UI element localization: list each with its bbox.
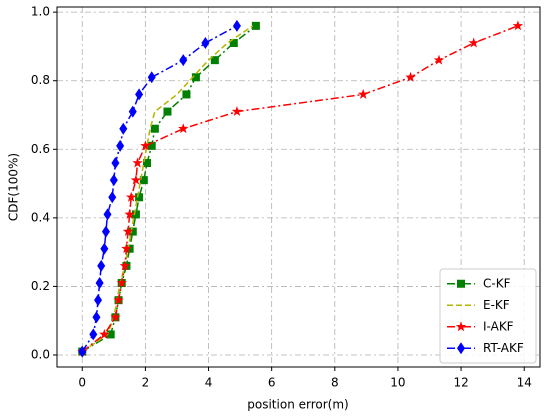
- marker: [357, 88, 369, 99]
- marker: [89, 328, 98, 341]
- marker: [178, 123, 189, 134]
- marker: [131, 210, 140, 219]
- marker: [100, 242, 109, 255]
- marker: [111, 157, 120, 169]
- x-tick-label: 10: [390, 376, 405, 390]
- y-tick-label: 0.6: [31, 142, 50, 156]
- marker: [109, 174, 118, 187]
- legend-box: [439, 268, 537, 364]
- marker: [163, 107, 172, 116]
- series-line: [81, 25, 238, 352]
- marker: [128, 105, 137, 118]
- marker: [124, 208, 135, 219]
- y-tick-label: 0.0: [31, 348, 50, 362]
- series-line: [81, 25, 254, 353]
- marker: [94, 294, 103, 307]
- marker: [113, 294, 124, 305]
- marker: [232, 19, 241, 32]
- marker: [201, 37, 210, 49]
- legend-label: I-AKF: [483, 319, 514, 333]
- legend: C-KF E-KF I-AKF RT-AKF: [439, 268, 537, 364]
- x-tick-label: 2: [142, 376, 150, 390]
- legend-label: C-KF: [483, 276, 511, 290]
- marker: [99, 328, 110, 339]
- marker: [405, 71, 416, 82]
- marker: [140, 140, 151, 151]
- y-tick-label: 0.2: [31, 279, 50, 293]
- marker: [108, 191, 117, 204]
- marker: [116, 139, 125, 152]
- marker: [122, 226, 134, 237]
- marker: [119, 260, 131, 271]
- marker: [125, 191, 137, 202]
- marker: [121, 243, 132, 254]
- marker: [512, 20, 524, 31]
- x-tick-label: 8: [331, 376, 339, 390]
- marker: [139, 176, 148, 185]
- marker: [191, 73, 200, 82]
- marker: [150, 124, 159, 133]
- marker: [116, 277, 127, 288]
- marker: [231, 106, 243, 117]
- x-tick-label: 6: [268, 376, 276, 390]
- marker: [135, 193, 144, 202]
- marker: [142, 159, 151, 167]
- marker: [147, 141, 156, 150]
- marker: [182, 90, 191, 99]
- marker: [119, 122, 128, 135]
- marker: [147, 71, 156, 84]
- marker: [468, 37, 479, 48]
- plot-frame: [56, 6, 541, 368]
- marker: [78, 345, 87, 358]
- marker: [110, 311, 121, 322]
- marker: [457, 279, 465, 288]
- x-tick-label: 12: [453, 376, 468, 390]
- marker: [106, 330, 115, 339]
- marker: [251, 21, 260, 30]
- x-tick-label: 4: [205, 376, 213, 390]
- marker: [433, 54, 445, 65]
- series-line: [81, 25, 257, 353]
- x-tick-label: 14: [517, 376, 532, 390]
- x-axis-label: position error(m): [247, 398, 348, 412]
- marker: [135, 88, 144, 101]
- marker: [210, 56, 219, 65]
- marker: [130, 174, 142, 185]
- marker: [101, 225, 110, 238]
- y-tick-label: 0.8: [31, 73, 50, 87]
- marker: [125, 244, 134, 253]
- marker: [128, 227, 137, 236]
- legend-label: E-KF: [483, 298, 510, 312]
- marker: [457, 342, 465, 355]
- marker: [95, 277, 104, 289]
- y-tick-label: 1.0: [31, 5, 50, 19]
- y-axis-label: CDF(100%): [7, 153, 21, 221]
- marker: [455, 321, 467, 332]
- x-tick-label: 0: [78, 376, 86, 390]
- legend-label: RT-AKF: [483, 341, 524, 355]
- marker: [97, 259, 106, 272]
- y-tick-label: 0.4: [31, 210, 50, 224]
- marker: [179, 54, 188, 67]
- marker: [103, 208, 112, 221]
- marker: [92, 311, 101, 324]
- marker: [229, 39, 238, 47]
- marker: [132, 157, 143, 168]
